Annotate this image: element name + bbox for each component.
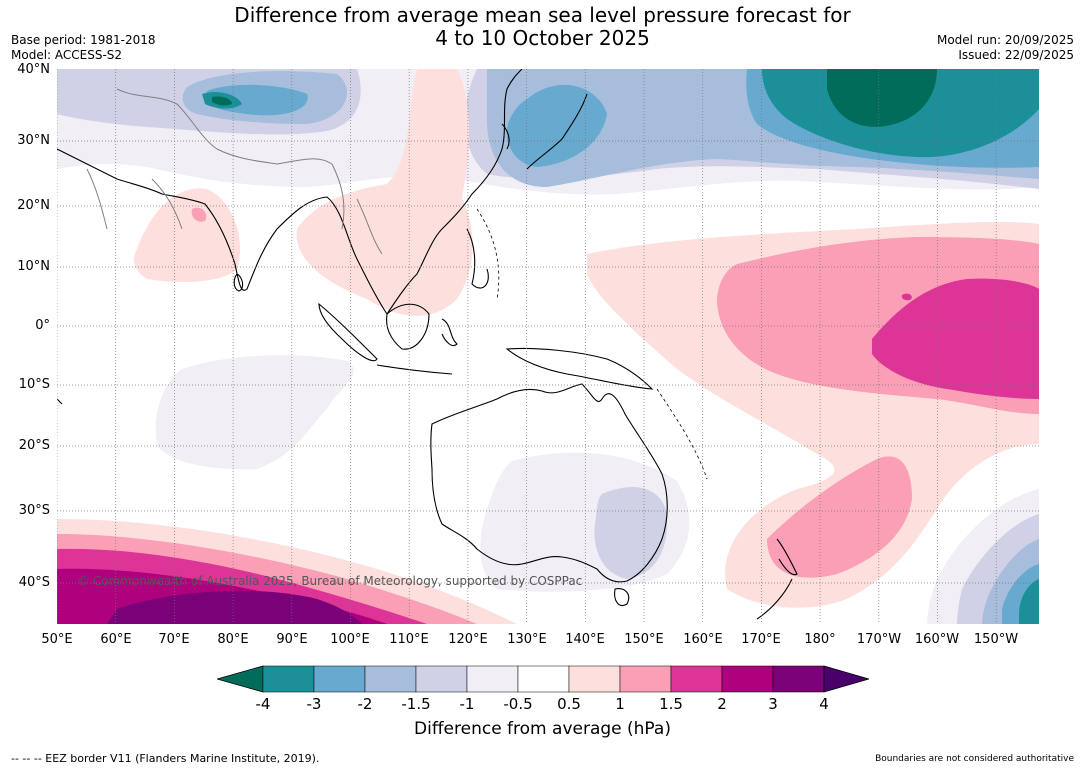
chart-title: Difference from average mean sea level p…: [0, 4, 1085, 50]
lon-label-160w: 160°W: [914, 632, 960, 647]
colorbar-label-0: -4: [255, 695, 271, 713]
lon-label-80e: 80°E: [217, 632, 249, 647]
issued-date: Issued: 22/09/2025: [958, 48, 1074, 62]
coast-tasmania: [614, 588, 630, 607]
colorbar-label-9: 2: [717, 695, 727, 713]
lon-label-170e: 170°E: [741, 632, 781, 647]
anomaly-magenta-spot: [901, 293, 912, 301]
colorbar-label-6: 0.5: [557, 695, 581, 713]
eez-legend: -- -- -- EEZ border V11 (Flanders Marine…: [11, 752, 320, 765]
anomaly-darkteal-tibet: [212, 96, 232, 106]
colorbar-seg-2: [364, 665, 417, 693]
lon-label-180: 180°: [804, 632, 836, 647]
lon-label-150e: 150°E: [624, 632, 664, 647]
colorbar-label-8: 1.5: [659, 695, 683, 713]
colorbar-label-4: -1: [459, 695, 475, 713]
lat-label-10s: 10°S: [18, 377, 50, 392]
coast-japan: [526, 93, 588, 170]
coast-madagascar: [57, 398, 63, 405]
coast-newzealand-south: [756, 578, 793, 620]
coast-sulawesi: [441, 318, 458, 347]
colorbar-label-7: 1: [615, 695, 625, 713]
title-line-2: 4 to 10 October 2025: [435, 26, 650, 50]
coast-srilanka: [233, 273, 244, 292]
coast-sumatra: [318, 302, 378, 362]
colorbar-seg-9: [721, 665, 774, 693]
lat-label-20n: 20°N: [17, 198, 50, 213]
colorbar-seg-3: [415, 665, 468, 693]
lon-label-150w: 150°W: [973, 632, 1019, 647]
coast-newzealand-north: [776, 538, 798, 576]
anomaly-teal-southeast: [1019, 579, 1039, 624]
colorbar-seg-4: [466, 665, 519, 693]
colorbar-label-3: -1.5: [401, 695, 431, 713]
eez-borders: [476, 208, 708, 480]
lon-label-60e: 60°E: [100, 632, 132, 647]
lat-label-10n: 10°N: [17, 259, 50, 274]
coast-borneo: [386, 303, 430, 350]
colorbar-seg-8: [670, 665, 723, 693]
lat-label-0: 0°: [35, 318, 50, 333]
lon-label-170w: 170°W: [856, 632, 902, 647]
coast-australia: [430, 383, 668, 583]
lat-label-20s: 20°S: [18, 438, 50, 453]
colorbar-label-11: 4: [819, 695, 829, 713]
coast-newguinea: [505, 347, 654, 390]
meta-right: Model run: 20/09/2025 Issued: 22/09/2025: [937, 33, 1074, 63]
base-period: Base period: 1981-2018: [11, 33, 156, 47]
colorbar-seg-10: [772, 665, 825, 693]
colorbar-title: Difference from average (hPa): [414, 719, 671, 739]
coastlines: [57, 69, 798, 620]
lon-label-90e: 90°E: [276, 632, 308, 647]
colorbar-seg-5: [517, 665, 570, 693]
meta-left: Base period: 1981-2018 Model: ACCESS-S2: [11, 33, 156, 63]
lon-label-140e: 140°E: [565, 632, 605, 647]
anomaly-purple-south: [107, 590, 362, 624]
boundary-disclaimer: Boundaries are not considered authoritat…: [875, 754, 1074, 764]
coast-korea: [501, 123, 510, 150]
anomaly-pink-india-spot: [191, 207, 207, 222]
coast-asia: [57, 69, 523, 315]
coast-philippines: [466, 228, 489, 289]
colorbar-label-10: 3: [768, 695, 778, 713]
country-borders: [86, 88, 383, 255]
anomaly-lilac-indian: [155, 355, 354, 470]
anomaly-palepink-india: [134, 188, 241, 282]
lon-label-160e: 160°E: [683, 632, 723, 647]
colorbar-seg-1: [313, 665, 366, 693]
lon-label-50e: 50°E: [41, 632, 73, 647]
anomaly-palepink-seasia: [296, 69, 473, 316]
graticule: [57, 69, 1039, 624]
pressure-anomaly-map: [57, 69, 1039, 624]
lon-label-70e: 70°E: [158, 632, 190, 647]
model-name: Model: ACCESS-S2: [11, 48, 123, 62]
lon-label-110e: 110°E: [389, 632, 429, 647]
anomaly-pink-tasman: [767, 456, 912, 578]
anomaly-grey-australia: [594, 486, 668, 579]
lon-label-130e: 130°E: [507, 632, 547, 647]
lon-label-120e: 120°E: [448, 632, 488, 647]
anomaly-darkteal-pacific: [827, 69, 937, 127]
lat-label-30n: 30°N: [17, 133, 50, 148]
lat-label-40s: 40°S: [18, 575, 50, 590]
model-run: Model run: 20/09/2025: [936, 33, 1074, 47]
colorbar: [217, 665, 869, 693]
anomaly-magenta-pacific: [872, 278, 1039, 399]
lat-label-40n: 40°N: [17, 62, 50, 77]
copyright-notice: © Commonwealth of Australia 2025, Bureau…: [77, 574, 583, 588]
colorbar-seg-7: [619, 665, 672, 693]
colorbar-label-1: -3: [306, 695, 322, 713]
colorbar-low-arrow: [217, 665, 264, 693]
colorbar-label-5: -0.5: [503, 695, 533, 713]
lon-label-100e: 100°E: [330, 632, 370, 647]
colorbar-seg-6: [568, 665, 621, 693]
colorbar-high-arrow: [823, 665, 869, 693]
colorbar-label-2: -2: [357, 695, 373, 713]
colorbar-seg-0: [262, 665, 315, 693]
lat-label-30s: 30°S: [18, 503, 50, 518]
title-line-1: Difference from average mean sea level p…: [234, 3, 851, 27]
coast-java: [376, 364, 453, 375]
